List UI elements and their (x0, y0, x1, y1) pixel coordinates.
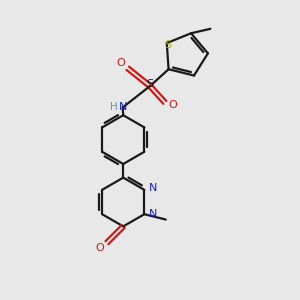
Text: N: N (119, 102, 128, 112)
Text: S: S (146, 79, 154, 89)
Text: N: N (148, 183, 157, 193)
Text: N: N (148, 209, 157, 219)
Text: S: S (165, 40, 172, 50)
Text: O: O (95, 243, 104, 253)
Text: O: O (169, 100, 178, 110)
Text: H: H (110, 102, 118, 112)
Text: O: O (116, 58, 125, 68)
